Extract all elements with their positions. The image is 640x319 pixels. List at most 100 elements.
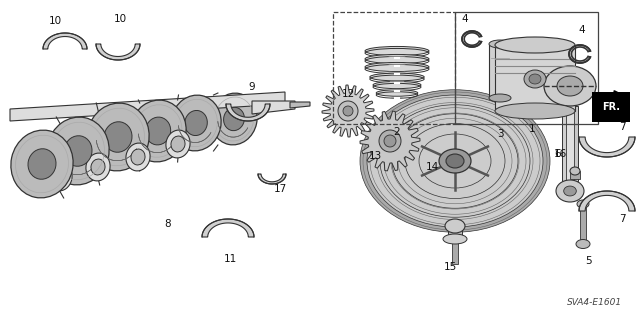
Ellipse shape: [373, 81, 421, 89]
Text: 13: 13: [369, 151, 381, 161]
Ellipse shape: [564, 186, 576, 196]
Ellipse shape: [365, 47, 429, 56]
Ellipse shape: [445, 219, 465, 233]
Ellipse shape: [495, 103, 575, 119]
Polygon shape: [10, 92, 285, 121]
Ellipse shape: [557, 76, 583, 96]
Bar: [455, 12, 598, 124]
Text: 4: 4: [579, 25, 586, 35]
Ellipse shape: [419, 134, 491, 188]
Ellipse shape: [145, 117, 171, 145]
Ellipse shape: [392, 114, 518, 208]
Polygon shape: [579, 137, 635, 157]
Text: 14: 14: [426, 162, 438, 172]
Polygon shape: [96, 44, 140, 60]
Text: FR.: FR.: [602, 102, 620, 112]
Ellipse shape: [379, 130, 401, 152]
Polygon shape: [258, 174, 286, 184]
Ellipse shape: [365, 63, 429, 71]
Ellipse shape: [223, 108, 244, 131]
Ellipse shape: [47, 117, 109, 185]
Ellipse shape: [397, 117, 513, 204]
Text: 17: 17: [273, 184, 287, 194]
Ellipse shape: [385, 108, 525, 213]
Ellipse shape: [48, 163, 72, 191]
Ellipse shape: [53, 169, 67, 185]
Polygon shape: [202, 219, 254, 237]
Ellipse shape: [11, 130, 73, 198]
Polygon shape: [580, 204, 586, 244]
Ellipse shape: [373, 100, 537, 222]
Text: 7: 7: [619, 122, 625, 132]
Ellipse shape: [130, 100, 186, 162]
Text: 4: 4: [461, 14, 468, 24]
Ellipse shape: [495, 37, 575, 53]
Ellipse shape: [171, 136, 185, 152]
Ellipse shape: [370, 73, 424, 81]
Ellipse shape: [384, 135, 396, 147]
Ellipse shape: [91, 159, 105, 175]
Text: 2: 2: [394, 127, 400, 137]
Ellipse shape: [367, 95, 543, 227]
Ellipse shape: [28, 149, 56, 179]
Ellipse shape: [365, 55, 429, 63]
Polygon shape: [226, 104, 270, 121]
Polygon shape: [579, 191, 635, 211]
Polygon shape: [360, 111, 420, 171]
Text: FR.: FR.: [602, 102, 620, 112]
Ellipse shape: [556, 180, 584, 202]
Ellipse shape: [577, 200, 589, 208]
Ellipse shape: [343, 106, 353, 116]
Polygon shape: [322, 85, 374, 137]
Polygon shape: [489, 44, 511, 98]
Ellipse shape: [489, 94, 511, 102]
Text: 6: 6: [555, 149, 561, 159]
Ellipse shape: [86, 153, 110, 181]
Ellipse shape: [185, 110, 207, 136]
Ellipse shape: [439, 149, 471, 173]
Ellipse shape: [338, 101, 358, 121]
Bar: [333, 12, 455, 124]
Ellipse shape: [489, 40, 511, 48]
Ellipse shape: [376, 90, 418, 96]
Ellipse shape: [446, 154, 464, 168]
Text: 3: 3: [497, 129, 503, 139]
Text: 9: 9: [249, 82, 255, 92]
Text: 8: 8: [164, 219, 172, 229]
Text: 16: 16: [554, 149, 566, 159]
Polygon shape: [570, 171, 580, 179]
Text: 10: 10: [113, 14, 127, 24]
Polygon shape: [252, 101, 295, 114]
Polygon shape: [452, 239, 458, 264]
Text: SVA4-E1601: SVA4-E1601: [567, 298, 622, 307]
Text: 15: 15: [444, 262, 456, 272]
Polygon shape: [43, 33, 87, 49]
Ellipse shape: [380, 105, 530, 217]
Ellipse shape: [570, 167, 580, 175]
Ellipse shape: [211, 93, 257, 145]
Polygon shape: [495, 45, 575, 111]
Text: 7: 7: [619, 214, 625, 224]
Ellipse shape: [104, 122, 132, 152]
Polygon shape: [566, 106, 574, 181]
Ellipse shape: [87, 103, 149, 171]
Polygon shape: [574, 106, 578, 181]
Ellipse shape: [360, 90, 550, 232]
Text: 5: 5: [585, 256, 591, 266]
Ellipse shape: [443, 234, 467, 244]
Ellipse shape: [524, 70, 546, 88]
Ellipse shape: [166, 130, 190, 158]
Text: 1: 1: [529, 124, 535, 134]
Text: 10: 10: [49, 16, 61, 26]
Ellipse shape: [171, 95, 221, 151]
Ellipse shape: [576, 240, 590, 249]
Ellipse shape: [529, 74, 541, 84]
Text: 12: 12: [341, 89, 355, 99]
Polygon shape: [290, 102, 310, 108]
Polygon shape: [448, 226, 462, 239]
Ellipse shape: [64, 136, 92, 166]
Ellipse shape: [411, 128, 499, 194]
Polygon shape: [562, 106, 566, 181]
Text: 11: 11: [223, 254, 237, 264]
Ellipse shape: [544, 66, 596, 106]
